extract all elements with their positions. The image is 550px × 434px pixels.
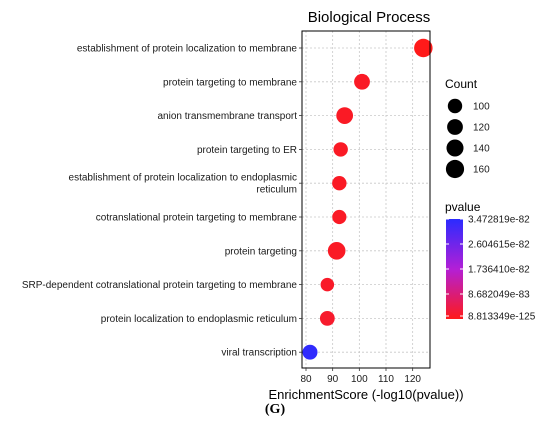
size-legend-label: 100 [473,102,490,113]
data-point [332,176,347,191]
data-point [336,107,354,124]
category-label: reticulum [256,185,297,196]
data-point [332,209,347,225]
category-label: establishment of protein localization to… [69,173,297,184]
size-legend-title: Count [445,77,478,91]
size-legend-dot [447,98,463,114]
category-label: protein targeting [225,246,297,257]
size-legend-label: 120 [473,123,490,134]
size-legend-dot [447,119,463,135]
size-legend-label: 140 [473,144,490,155]
x-tick-label: 80 [300,374,312,385]
x-tick-labels: 80 90 100 110 120 [300,368,421,385]
category-label: cotranslational protein targeting to mem… [96,213,298,224]
data-point [302,344,318,360]
panel-label: (G) [264,402,286,417]
category-label: protein localization to endoplasmic reti… [101,314,297,325]
size-legend-dot [446,139,464,157]
size-legend: 100 120 140 160 [445,98,490,179]
category-label: protein targeting to membrane [163,77,297,88]
x-tick-label: 90 [327,374,339,385]
y-tick-labels: establishment of protein localization to… [22,44,302,359]
x-tick-label: 110 [378,374,394,385]
data-points [302,38,433,360]
category-label: protein targeting to ER [197,145,297,156]
color-legend-label: 2.604615e-82 [468,240,530,251]
color-legend-title: pvalue [445,200,481,214]
color-legend-labels: 3.472819e-82 2.604615e-82 1.736410e-82 8.68… [446,215,536,323]
x-tick-label: 120 [404,374,421,385]
chart-title: Biological Process [308,9,431,26]
color-legend-label: 8.813349e-125 [468,312,536,323]
color-legend-label: 3.472819e-82 [468,215,530,226]
data-point [333,142,348,157]
x-tick-label: 100 [351,374,368,385]
size-legend-label: 160 [473,165,490,176]
category-label: establishment of protein localization to… [77,44,298,55]
data-point [354,73,370,90]
category-label: viral transcription [221,348,297,359]
size-legend-dot [445,159,465,179]
category-label: SRP-dependent cotranslational protein ta… [22,280,298,291]
category-label: anion transmembrane transport [157,111,297,122]
data-point [327,241,346,260]
x-axis-title: EnrichmentScore (-log10(pvalue)) [268,387,463,402]
color-legend-label: 1.736410e-82 [468,265,530,276]
data-point [319,311,335,326]
data-point [320,277,335,292]
data-point [414,38,433,58]
color-legend-bar [446,219,463,319]
plot-panel-border [301,30,431,369]
color-legend-label: 8.682049e-83 [468,290,530,301]
